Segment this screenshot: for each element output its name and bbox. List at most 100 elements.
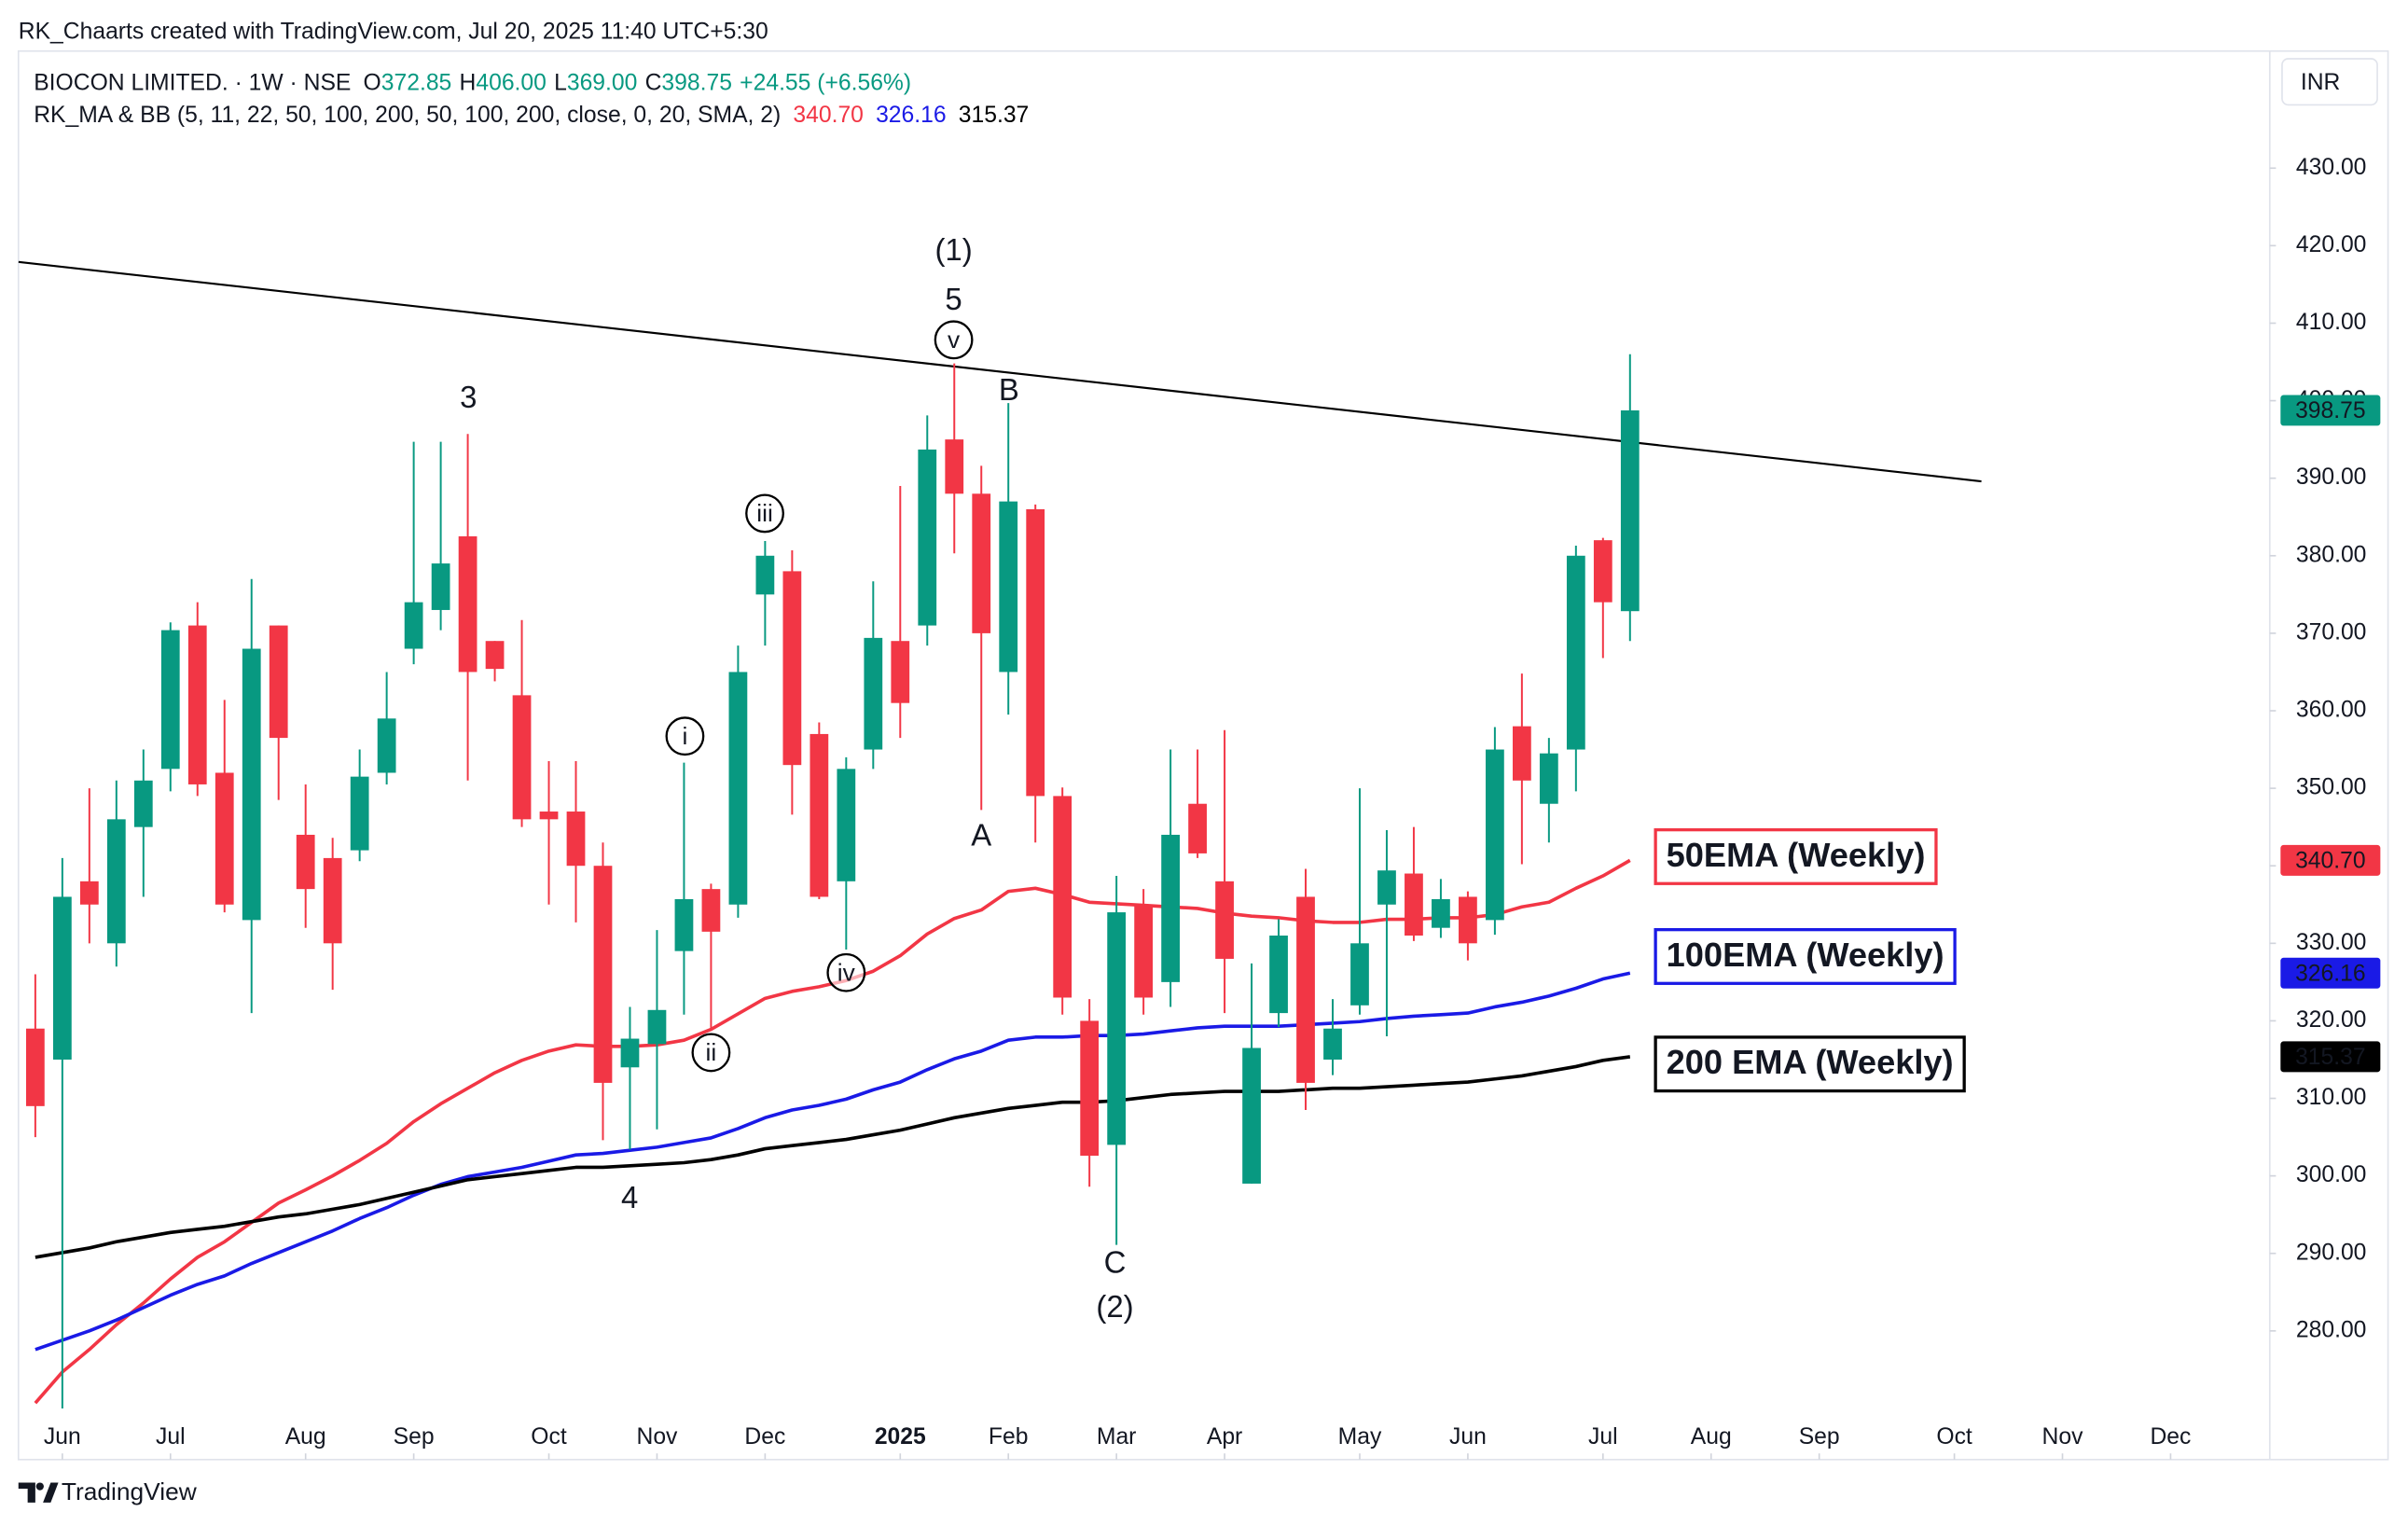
candle-body <box>377 718 396 773</box>
series-price-tag: 315.37 <box>2295 1045 2366 1070</box>
y-tick-label: 370.00 <box>2296 619 2367 645</box>
candle-body <box>1269 936 1288 1014</box>
x-tick-label: Aug <box>285 1424 326 1450</box>
y-tick-label: 280.00 <box>2296 1317 2367 1342</box>
candle-body <box>1620 409 1640 612</box>
ema-label-box <box>1654 827 1938 885</box>
tradingview-logo[interactable]: TradingView <box>18 1477 198 1505</box>
candle-body <box>918 449 937 626</box>
x-tick-label: Jun <box>1449 1424 1487 1450</box>
y-tick-label: 360.00 <box>2296 698 2367 723</box>
x-tick-label: Mar <box>1097 1424 1137 1450</box>
ohlc-value: 406.00 <box>476 70 547 95</box>
x-tick-label: Jun <box>44 1424 81 1450</box>
ohlc-key: C <box>645 70 662 95</box>
wave-label: v <box>948 326 961 354</box>
x-tick-label: Jul <box>1588 1424 1618 1450</box>
candle-body <box>404 602 423 649</box>
candle-body <box>945 439 964 494</box>
ohlc-value: 372.85 <box>381 70 452 95</box>
candle-body <box>972 493 991 633</box>
indicator: RK_MA & BB (5, 11, 22, 50, 100, 200, 50,… <box>34 102 781 127</box>
candle-body <box>1161 834 1180 982</box>
candle-body <box>106 819 126 944</box>
wave-circle <box>934 320 974 360</box>
wave-label: B <box>999 372 1019 407</box>
candle-body <box>79 881 99 905</box>
candle-body <box>1432 898 1450 928</box>
chart-frame <box>17 49 2389 1461</box>
x-tick-label: Dec <box>2150 1424 2191 1450</box>
candle-body <box>1539 753 1558 804</box>
y-tick-label: 420.00 <box>2296 232 2367 257</box>
wave-circle <box>826 952 866 992</box>
candle-body <box>25 1028 45 1106</box>
candle-body <box>350 776 369 851</box>
wave-label: 3 <box>460 380 477 414</box>
candle-body <box>1377 870 1396 905</box>
x-tick-label: Jul <box>156 1424 186 1450</box>
candle-body <box>1134 904 1154 998</box>
currency-box[interactable] <box>2281 58 2378 106</box>
candle-body <box>160 630 180 770</box>
wave-label: iii <box>756 499 773 527</box>
wave-label: ii <box>706 1038 717 1066</box>
logo-icon <box>43 1482 59 1503</box>
y-tick-label: 310.00 <box>2296 1085 2367 1110</box>
y-tick-label: 410.00 <box>2296 310 2367 335</box>
y-tick-label: 390.00 <box>2296 465 2367 490</box>
candle-body <box>1296 896 1315 1083</box>
candle-body <box>620 1038 640 1068</box>
candle-body <box>242 648 261 921</box>
legend-indicator: RK_MA & BB (5, 11, 22, 50, 100, 200, 50,… <box>34 102 1029 127</box>
candle-body <box>1405 873 1423 936</box>
x-tick-label: Dec <box>744 1424 785 1450</box>
candle-body <box>1215 881 1234 959</box>
y-tick-label: 430.00 <box>2296 155 2367 180</box>
y-tick-label: 320.00 <box>2296 1007 2367 1033</box>
ema-label: 100EMA (Weekly) <box>1667 936 1944 974</box>
ema-line <box>35 1055 1631 1259</box>
candle-body <box>187 625 207 784</box>
candle-body <box>728 672 748 905</box>
x-tick-label: Oct <box>531 1424 567 1450</box>
indicator-value: 326.16 <box>876 102 947 127</box>
candle-body <box>215 772 234 905</box>
wave-label: iv <box>837 958 856 986</box>
ohlc-key: H <box>460 70 477 95</box>
ema-label-box <box>1654 928 1957 985</box>
wave-circle <box>691 1033 731 1073</box>
candle-body <box>837 769 856 881</box>
candle-body <box>52 896 72 1060</box>
currency: INR <box>2301 70 2341 95</box>
candle-body <box>269 625 288 739</box>
symbol: BIOCON LIMITED. · 1W · NSE <box>34 70 351 95</box>
candle-body <box>1512 726 1531 781</box>
series-price-tag: 340.70 <box>2295 849 2366 874</box>
candle-body <box>1566 555 1585 750</box>
wave-label: C <box>1104 1244 1127 1279</box>
series-price-tag: 326.16 <box>2295 961 2366 986</box>
ema-label-box <box>1654 1035 1966 1093</box>
candle-body <box>593 866 613 1083</box>
y-tick-label: 330.00 <box>2296 930 2367 955</box>
wave-label: 5 <box>945 282 962 316</box>
candle-body <box>458 536 477 673</box>
ema-line <box>35 971 1631 1352</box>
wave-label: 4 <box>621 1180 638 1214</box>
x-tick-label: Oct <box>1936 1424 1972 1450</box>
candle-body <box>891 641 910 703</box>
close-price-tag: 398.75 <box>2295 398 2366 423</box>
ohlc-value: 369.00 <box>567 70 638 95</box>
candle-body <box>810 733 829 897</box>
x-tick-label: 2025 <box>875 1424 926 1450</box>
candle-body <box>674 898 694 951</box>
x-tick-label: May <box>1338 1424 1382 1450</box>
ema-label: 200 EMA (Weekly) <box>1667 1043 1954 1081</box>
plot-area <box>18 260 1982 1408</box>
candle-body <box>1486 749 1504 921</box>
x-tick-label: Nov <box>2042 1424 2084 1450</box>
